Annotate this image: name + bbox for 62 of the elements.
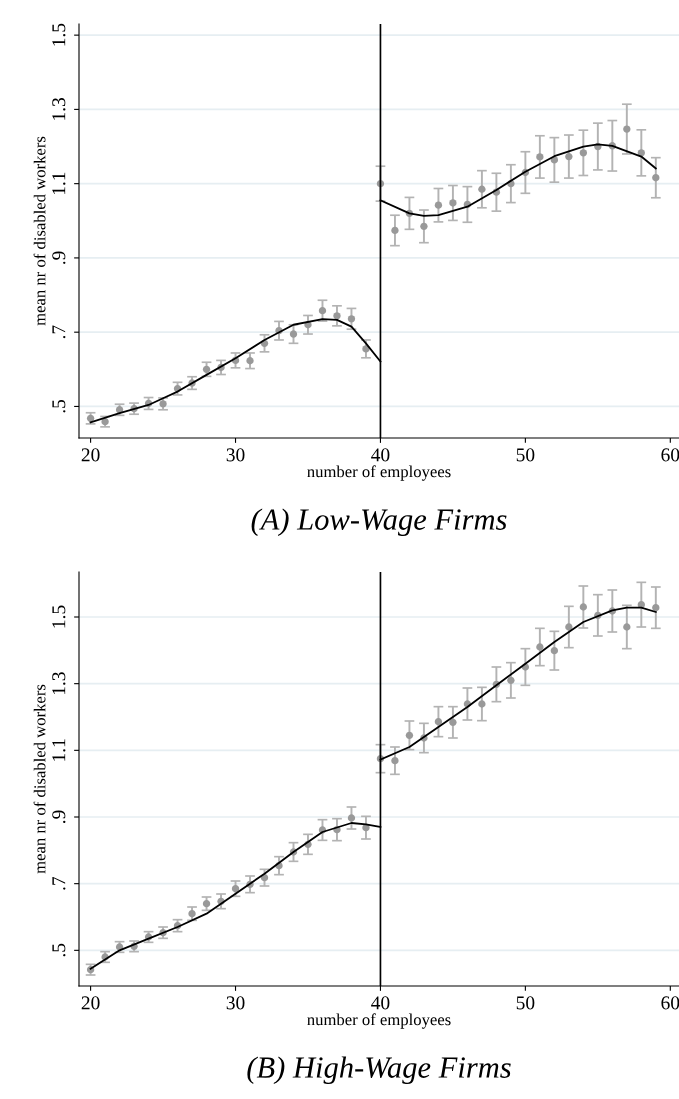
x-tick-label: 60 bbox=[661, 996, 679, 1010]
point bbox=[652, 174, 660, 182]
y-axis-title: mean nr of disabled workers bbox=[33, 684, 46, 874]
point bbox=[347, 315, 356, 323]
point bbox=[405, 731, 414, 740]
y-tick-label: .5 bbox=[52, 399, 66, 413]
point bbox=[623, 125, 631, 133]
point bbox=[536, 643, 544, 651]
point bbox=[202, 899, 211, 908]
point bbox=[565, 623, 573, 631]
y-axis-title: mean nr of disabled workers bbox=[33, 136, 46, 326]
point bbox=[652, 603, 660, 612]
point bbox=[579, 603, 588, 611]
point bbox=[550, 646, 559, 655]
point bbox=[507, 676, 515, 685]
x-tick-label: 30 bbox=[226, 996, 245, 1010]
point bbox=[289, 330, 298, 338]
text: (A) Low-Wage Firms bbox=[251, 508, 507, 537]
point bbox=[347, 814, 356, 822]
y-tick-label: .9 bbox=[52, 810, 66, 824]
y-tick-label: 1.3 bbox=[52, 98, 66, 120]
x-tick-label: 40 bbox=[371, 448, 390, 462]
point bbox=[565, 152, 573, 161]
y-tick-label: 1.3 bbox=[52, 672, 66, 695]
point bbox=[449, 199, 457, 207]
point bbox=[579, 149, 588, 157]
point bbox=[318, 306, 327, 315]
x-tick-label: 50 bbox=[516, 448, 535, 462]
x-tick-label: 50 bbox=[516, 996, 535, 1010]
point bbox=[202, 365, 211, 373]
text: (B) High-Wage Firms bbox=[247, 1056, 511, 1085]
point bbox=[434, 201, 443, 209]
point bbox=[231, 884, 240, 893]
point bbox=[449, 718, 457, 727]
y-tick-label: 1.1 bbox=[52, 172, 66, 195]
point bbox=[434, 717, 443, 726]
point bbox=[478, 700, 486, 708]
point bbox=[420, 222, 428, 231]
x-tick-label: 40 bbox=[371, 996, 390, 1010]
point bbox=[188, 909, 196, 918]
x-tick-label: 60 bbox=[661, 448, 679, 462]
point bbox=[623, 623, 631, 631]
y-tick-label: 1.5 bbox=[52, 23, 66, 46]
y-tick-label: 1.1 bbox=[52, 739, 66, 761]
x-axis-title: number of employees bbox=[307, 465, 451, 481]
point bbox=[362, 345, 370, 353]
x-tick-label: 20 bbox=[81, 448, 100, 462]
y-tick-label: .7 bbox=[52, 876, 66, 890]
point bbox=[478, 185, 486, 193]
point bbox=[391, 226, 399, 235]
point bbox=[159, 400, 167, 408]
x-axis-title: number of employees bbox=[307, 1013, 451, 1029]
y-tick-label: .9 bbox=[52, 251, 66, 264]
point bbox=[536, 153, 544, 161]
point bbox=[246, 357, 254, 365]
point bbox=[391, 756, 399, 765]
x-tick-label: 30 bbox=[226, 448, 245, 462]
point bbox=[333, 312, 341, 320]
y-tick-label: 1.5 bbox=[52, 605, 66, 628]
y-tick-label: .5 bbox=[52, 943, 66, 957]
y-tick-label: .7 bbox=[52, 325, 66, 339]
x-tick-label: 20 bbox=[81, 996, 100, 1010]
